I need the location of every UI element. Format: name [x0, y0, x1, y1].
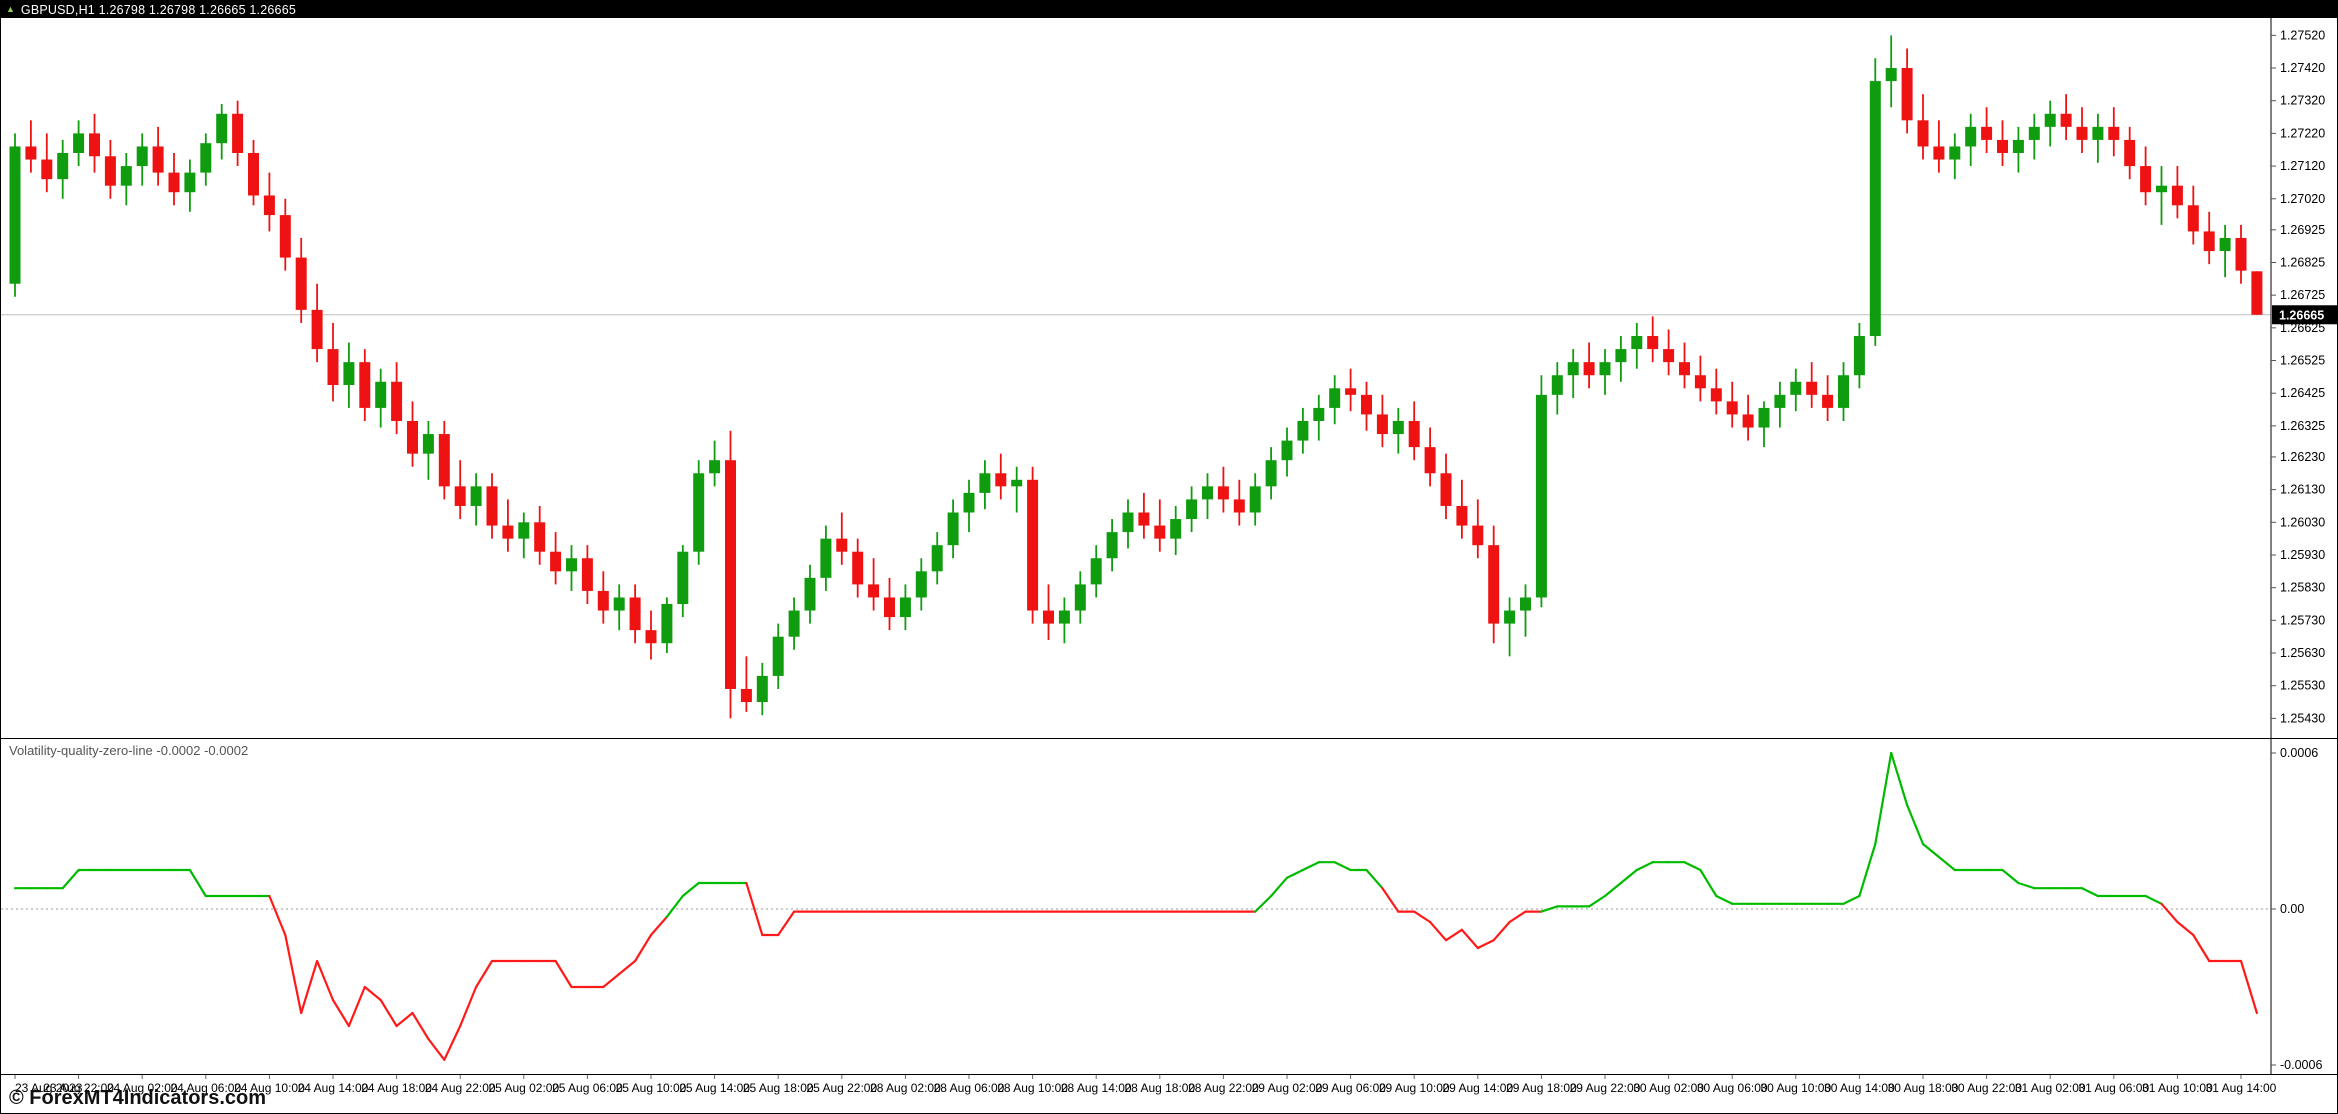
time-tick-label: 24 Aug 10:00 — [234, 1081, 305, 1095]
time-tick-label: 28 Aug 14:00 — [1061, 1081, 1132, 1095]
price-tick-label: 1.27120 — [2280, 159, 2325, 173]
indicator-axis[interactable]: 0.0006 0.00 -0.0006 — [2271, 746, 2322, 1072]
watermark: © ForexMT4Indicators.com — [9, 1087, 267, 1109]
time-tick-label: 25 Aug 02:00 — [488, 1081, 559, 1095]
price-tick-label: 1.27320 — [2280, 94, 2325, 108]
time-tick-label: 29 Aug 22:00 — [1570, 1081, 1641, 1095]
price-tick-label: 1.25730 — [2280, 613, 2325, 627]
price-tick-label: 1.25630 — [2280, 646, 2325, 660]
price-tick-label: 1.27520 — [2280, 28, 2325, 42]
indicator-label: Volatility-quality-zero-line -0.0002 -0.… — [9, 743, 249, 758]
price-axis[interactable]: 1.27520 1.27420 1.27320 1.27220 1.27120 1.270… — [2271, 28, 2325, 725]
time-tick-label: 30 Aug 14:00 — [1824, 1081, 1895, 1095]
time-tick-label: 30 Aug 06:00 — [1697, 1081, 1768, 1095]
indicator-tick-label: 0.0006 — [2280, 746, 2318, 760]
price-tick-label: 1.26130 — [2280, 483, 2325, 497]
price-tick-label: 1.26230 — [2280, 450, 2325, 464]
time-tick-label: 24 Aug 18:00 — [361, 1081, 432, 1095]
price-tick-label: 1.26625 — [2280, 321, 2325, 335]
price-tick-label: 1.25830 — [2280, 581, 2325, 595]
time-tick-label: 24 Aug 22:00 — [425, 1081, 496, 1095]
indicator-tick-label: -0.0006 — [2280, 1058, 2322, 1072]
price-tick-label: 1.25930 — [2280, 548, 2325, 562]
time-tick-label: 24 Aug 02:00 — [107, 1081, 178, 1095]
time-tick-label: 28 Aug 06:00 — [934, 1081, 1005, 1095]
chart-title-ohlc: GBPUSD,H1 1.26798 1.26798 1.26665 1.2666… — [20, 2, 296, 17]
chart-symbol-icon: ▲ — [6, 4, 15, 14]
price-tick-label: 1.26030 — [2280, 515, 2325, 529]
price-tick-label: 1.26725 — [2280, 288, 2325, 302]
time-tick-label: 30 Aug 18:00 — [1888, 1081, 1959, 1095]
time-tick-label: 25 Aug 18:00 — [743, 1081, 814, 1095]
time-tick-label: 29 Aug 14:00 — [1442, 1081, 1513, 1095]
price-tick-label: 1.26825 — [2280, 255, 2325, 269]
time-tick-label: 23 Aug 2023 — [15, 1081, 83, 1095]
time-tick-label: 24 Aug 06:00 — [170, 1081, 241, 1095]
time-tick-label: 28 Aug 22:00 — [1188, 1081, 1259, 1095]
time-tick-label: 30 Aug 10:00 — [1760, 1081, 1831, 1095]
time-tick-label: 29 Aug 02:00 — [1252, 1081, 1323, 1095]
time-tick-label: 25 Aug 10:00 — [616, 1081, 687, 1095]
price-tick-label: 1.26525 — [2280, 354, 2325, 368]
time-tick-label: 25 Aug 06:00 — [552, 1081, 623, 1095]
time-tick-label: 31 Aug 06:00 — [2078, 1081, 2149, 1095]
price-tick-label: 1.26925 — [2280, 223, 2325, 237]
time-tick-label: 31 Aug 10:00 — [2142, 1081, 2213, 1095]
time-tick-label: 30 Aug 02:00 — [1633, 1081, 1704, 1095]
price-tick-label: 1.26325 — [2280, 419, 2325, 433]
time-tick-label: 28 Aug 10:00 — [997, 1081, 1068, 1095]
time-tick-label: 31 Aug 14:00 — [2206, 1081, 2277, 1095]
current-price-text: 1.26665 — [2279, 308, 2324, 322]
current-price-badge — [2272, 305, 2337, 325]
candles-layer — [9, 35, 2263, 719]
indicator-line — [13, 751, 2258, 1061]
time-tick-label: 29 Aug 10:00 — [1379, 1081, 1450, 1095]
time-tick-label: 29 Aug 06:00 — [1315, 1081, 1386, 1095]
price-tick-label: 1.27220 — [2280, 126, 2325, 140]
time-tick-label: 23 Aug 22:00 — [43, 1081, 114, 1095]
price-tick-label: 1.27420 — [2280, 61, 2325, 75]
price-tick-label: 1.25530 — [2280, 679, 2325, 693]
price-tick-label: 1.25430 — [2280, 711, 2325, 725]
time-tick-label: 25 Aug 14:00 — [679, 1081, 750, 1095]
time-tick-label: 25 Aug 22:00 — [806, 1081, 877, 1095]
time-tick-label: 28 Aug 02:00 — [870, 1081, 941, 1095]
time-tick-label: 24 Aug 14:00 — [298, 1081, 369, 1095]
time-tick-label: 31 Aug 02:00 — [2015, 1081, 2086, 1095]
time-tick-label: 30 Aug 22:00 — [1951, 1081, 2022, 1095]
price-tick-label: 1.26425 — [2280, 386, 2325, 400]
time-tick-label: 28 Aug 18:00 — [1124, 1081, 1195, 1095]
price-tick-label: 1.27020 — [2280, 192, 2325, 206]
chart-header-bar: ▲ GBPUSD,H1 1.26798 1.26798 1.26665 1.26… — [1, 1, 2337, 18]
indicator-tick-label: 0.00 — [2280, 902, 2304, 916]
time-tick-label: 29 Aug 18:00 — [1506, 1081, 1577, 1095]
